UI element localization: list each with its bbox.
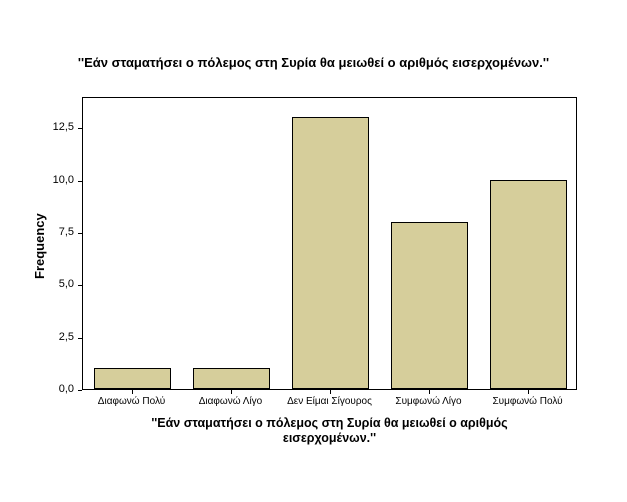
plot-frame <box>82 97 577 390</box>
y-tick-label: 0,0 <box>0 383 74 395</box>
x-tick-label: Συμφωνώ Λίγο <box>379 396 478 407</box>
y-tick-label: 5,0 <box>0 278 74 290</box>
x-tick-label: Διαφωνώ Λίγο <box>181 396 280 407</box>
bar <box>391 222 468 389</box>
plot-area <box>83 98 576 389</box>
x-tick-mark <box>429 390 430 394</box>
bar <box>490 180 567 389</box>
x-tick-mark <box>330 390 331 394</box>
y-axis-title: Frequency <box>32 213 47 279</box>
y-tick-mark <box>78 338 82 339</box>
chart-canvas: ''Εάν σταματήσει ο πόλεμος στη Συρία θα … <box>0 0 627 502</box>
y-tick-mark <box>78 128 82 129</box>
bar <box>94 368 171 389</box>
bar <box>292 117 369 389</box>
x-axis-title: ''Εάν σταματήσει ο πόλεμος στη Συρία θα … <box>82 416 577 446</box>
y-tick-mark <box>78 233 82 234</box>
x-tick-label: Συμφωνώ Πολύ <box>478 396 577 407</box>
y-tick-mark <box>78 390 82 391</box>
chart-title-top: ''Εάν σταματήσει ο πόλεμος στη Συρία θα … <box>0 55 627 70</box>
x-tick-label: Δεν Είμαι Σίγουρος <box>280 396 379 407</box>
y-tick-mark <box>78 285 82 286</box>
y-tick-mark <box>78 181 82 182</box>
y-tick-label: 12,5 <box>0 121 74 133</box>
x-tick-mark <box>528 390 529 394</box>
x-tick-mark <box>132 390 133 394</box>
x-tick-label: Διαφωνώ Πολύ <box>82 396 181 407</box>
y-tick-label: 2,5 <box>0 331 74 343</box>
x-tick-mark <box>231 390 232 394</box>
bar <box>193 368 270 389</box>
y-tick-label: 10,0 <box>0 174 74 186</box>
